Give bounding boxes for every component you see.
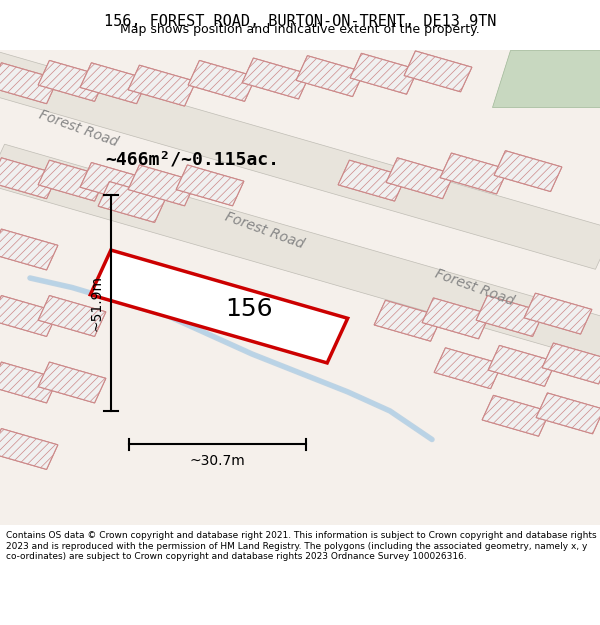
Polygon shape — [404, 51, 472, 92]
Polygon shape — [0, 144, 600, 412]
Polygon shape — [434, 348, 502, 389]
Text: Forest Road: Forest Road — [433, 267, 515, 308]
Polygon shape — [128, 165, 196, 206]
Polygon shape — [98, 182, 166, 222]
Polygon shape — [0, 362, 58, 403]
Polygon shape — [0, 63, 58, 104]
Polygon shape — [0, 2, 600, 269]
Text: Contains OS data © Crown copyright and database right 2021. This information is : Contains OS data © Crown copyright and d… — [6, 531, 596, 561]
Polygon shape — [476, 296, 544, 336]
Polygon shape — [524, 293, 592, 334]
Polygon shape — [176, 165, 244, 206]
Polygon shape — [38, 160, 106, 201]
Polygon shape — [374, 301, 442, 341]
Polygon shape — [374, 301, 442, 341]
Polygon shape — [422, 298, 490, 339]
Polygon shape — [38, 160, 106, 201]
Polygon shape — [128, 65, 196, 106]
Polygon shape — [38, 296, 106, 336]
Polygon shape — [536, 393, 600, 434]
Polygon shape — [80, 63, 148, 104]
Polygon shape — [494, 151, 562, 191]
Polygon shape — [338, 160, 406, 201]
Polygon shape — [338, 160, 406, 201]
Text: 156: 156 — [225, 297, 273, 321]
Polygon shape — [440, 153, 508, 194]
Polygon shape — [0, 296, 58, 336]
Polygon shape — [242, 58, 310, 99]
Polygon shape — [492, 50, 600, 107]
Polygon shape — [80, 162, 148, 203]
Polygon shape — [0, 429, 58, 469]
Polygon shape — [0, 362, 58, 403]
Polygon shape — [98, 182, 166, 222]
Text: Map shows position and indicative extent of the property.: Map shows position and indicative extent… — [120, 23, 480, 36]
Polygon shape — [482, 396, 550, 436]
Polygon shape — [188, 61, 256, 101]
Polygon shape — [0, 158, 58, 199]
Polygon shape — [128, 165, 196, 206]
Polygon shape — [350, 53, 418, 94]
Polygon shape — [296, 56, 364, 96]
Text: ~51.9m: ~51.9m — [89, 275, 103, 331]
Polygon shape — [38, 61, 106, 101]
Polygon shape — [0, 229, 58, 270]
Polygon shape — [488, 346, 556, 386]
Polygon shape — [0, 296, 58, 336]
Text: Forest Road: Forest Road — [223, 209, 305, 251]
Polygon shape — [386, 158, 454, 199]
Polygon shape — [482, 396, 550, 436]
Polygon shape — [80, 63, 148, 104]
Polygon shape — [80, 162, 148, 203]
Text: ~30.7m: ~30.7m — [190, 454, 245, 468]
Text: ~466m²/~0.115ac.: ~466m²/~0.115ac. — [105, 150, 279, 168]
Polygon shape — [296, 56, 364, 96]
Polygon shape — [488, 346, 556, 386]
Polygon shape — [0, 429, 58, 469]
Polygon shape — [350, 53, 418, 94]
Polygon shape — [476, 296, 544, 336]
Polygon shape — [91, 250, 347, 363]
Polygon shape — [38, 296, 106, 336]
Polygon shape — [0, 63, 58, 104]
Polygon shape — [38, 362, 106, 403]
Polygon shape — [188, 61, 256, 101]
Polygon shape — [176, 165, 244, 206]
Polygon shape — [434, 348, 502, 389]
Polygon shape — [542, 343, 600, 384]
Polygon shape — [128, 65, 196, 106]
Text: Forest Road: Forest Road — [37, 107, 119, 149]
Polygon shape — [524, 293, 592, 334]
Polygon shape — [0, 158, 58, 199]
Polygon shape — [0, 229, 58, 270]
Polygon shape — [404, 51, 472, 92]
Polygon shape — [386, 158, 454, 199]
Polygon shape — [542, 343, 600, 384]
Text: 156, FOREST ROAD, BURTON-ON-TRENT, DE13 9TN: 156, FOREST ROAD, BURTON-ON-TRENT, DE13 … — [104, 14, 496, 29]
Polygon shape — [38, 362, 106, 403]
Polygon shape — [536, 393, 600, 434]
Polygon shape — [494, 151, 562, 191]
Polygon shape — [422, 298, 490, 339]
Polygon shape — [38, 61, 106, 101]
Polygon shape — [242, 58, 310, 99]
Polygon shape — [440, 153, 508, 194]
